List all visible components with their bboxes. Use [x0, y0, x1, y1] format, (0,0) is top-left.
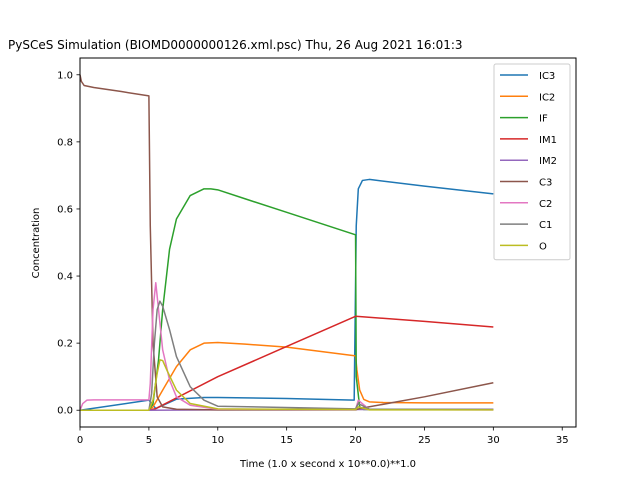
chart-title: PySCeS Simulation (BIOMD0000000126.xml.p…	[8, 38, 463, 52]
x-axis: 0 5 10 15 20 25 30 35	[77, 427, 569, 446]
y-tick-label: 0.6	[57, 204, 73, 215]
x-axis-label: Time (1.0 x second x 10**0.0)**1.0	[239, 459, 416, 470]
legend-label-ic2: IC2	[539, 92, 555, 103]
y-axis: 0.0 0.2 0.4 0.6 0.8 1.0	[57, 70, 80, 417]
y-tick-label: 0.0	[57, 406, 73, 417]
x-tick-label: 25	[418, 435, 431, 446]
x-tick-label: 0	[77, 435, 83, 446]
series-line-if	[80, 188, 494, 411]
legend-label-ic3: IC3	[539, 71, 555, 82]
series-line-c3	[79, 74, 494, 411]
y-axis-label: Concentration	[31, 208, 42, 279]
legend-label-im1: IM1	[539, 135, 557, 146]
y-tick-label: 0.8	[57, 137, 73, 148]
x-tick-label: 20	[349, 435, 362, 446]
legend-label-o: O	[539, 241, 547, 252]
legend-box	[493, 63, 571, 261]
series-layer	[79, 74, 494, 411]
plot-frame	[79, 57, 577, 428]
x-tick-label: 5	[146, 435, 152, 446]
legend-label-c1: C1	[539, 220, 552, 231]
series-line-ic2	[80, 341, 494, 411]
legend: IC3 IC2 IF IM1 IM2 C3 C2 C1 O	[493, 63, 571, 261]
legend-label-c3: C3	[539, 178, 552, 189]
x-tick-label: 15	[280, 435, 293, 446]
series-line-c1	[80, 300, 494, 411]
series-line-o	[80, 359, 494, 411]
y-tick-label: 0.2	[57, 339, 73, 350]
legend-label-im2: IM2	[539, 156, 557, 167]
y-tick-label: 1.0	[57, 70, 73, 81]
x-tick-label: 10	[211, 435, 224, 446]
x-tick-label: 30	[487, 435, 500, 446]
legend-label-c2: C2	[539, 199, 552, 210]
x-tick-label: 35	[556, 435, 569, 446]
y-tick-label: 0.4	[57, 272, 73, 283]
legend-label-if: IF	[539, 114, 548, 125]
